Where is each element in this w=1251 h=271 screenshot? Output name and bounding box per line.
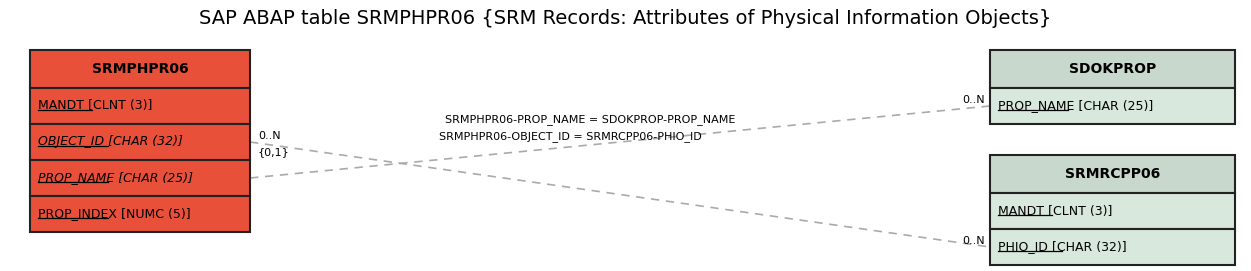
Bar [30,88,250,124]
Text: 0..N: 0..N [962,95,985,105]
Text: PROP_NAME [CHAR (25)]: PROP_NAME [CHAR (25)] [38,172,193,185]
Bar [30,124,250,160]
Text: MANDT [CLNT (3)]: MANDT [CLNT (3)] [38,99,153,112]
Text: SRMPHPR06-OBJECT_ID = SRMRCPP06-PHIO_ID: SRMPHPR06-OBJECT_ID = SRMRCPP06-PHIO_ID [439,131,702,143]
Text: SDOKPROP: SDOKPROP [1068,62,1156,76]
Text: {0,1}: {0,1} [258,147,290,157]
Bar [990,50,1235,88]
Text: 0..N: 0..N [962,236,985,246]
Text: MANDT [CLNT (3)]: MANDT [CLNT (3)] [998,205,1112,218]
Text: PROP_NAME [CHAR (25)]: PROP_NAME [CHAR (25)] [998,99,1153,112]
Text: PHIO_ID [CHAR (32)]: PHIO_ID [CHAR (32)] [998,240,1127,253]
Text: SAP ABAP table SRMPHPR06 {SRM Records: Attributes of Physical Information Object: SAP ABAP table SRMPHPR06 {SRM Records: A… [199,8,1052,27]
Bar [990,193,1235,229]
Text: OBJECT_ID [CHAR (32)]: OBJECT_ID [CHAR (32)] [38,136,183,149]
Bar [30,50,250,88]
Bar [30,160,250,196]
Text: PROP_INDEX [NUMC (5)]: PROP_INDEX [NUMC (5)] [38,208,190,221]
Text: 0..N: 0..N [258,131,280,141]
Bar [30,196,250,232]
Text: SRMPHPR06-PROP_NAME = SDOKPROP-PROP_NAME: SRMPHPR06-PROP_NAME = SDOKPROP-PROP_NAME [445,115,736,125]
Bar [990,155,1235,193]
Text: SRMRCPP06: SRMRCPP06 [1065,167,1160,181]
Bar [990,229,1235,265]
Text: SRMPHPR06: SRMPHPR06 [91,62,189,76]
Bar [990,88,1235,124]
